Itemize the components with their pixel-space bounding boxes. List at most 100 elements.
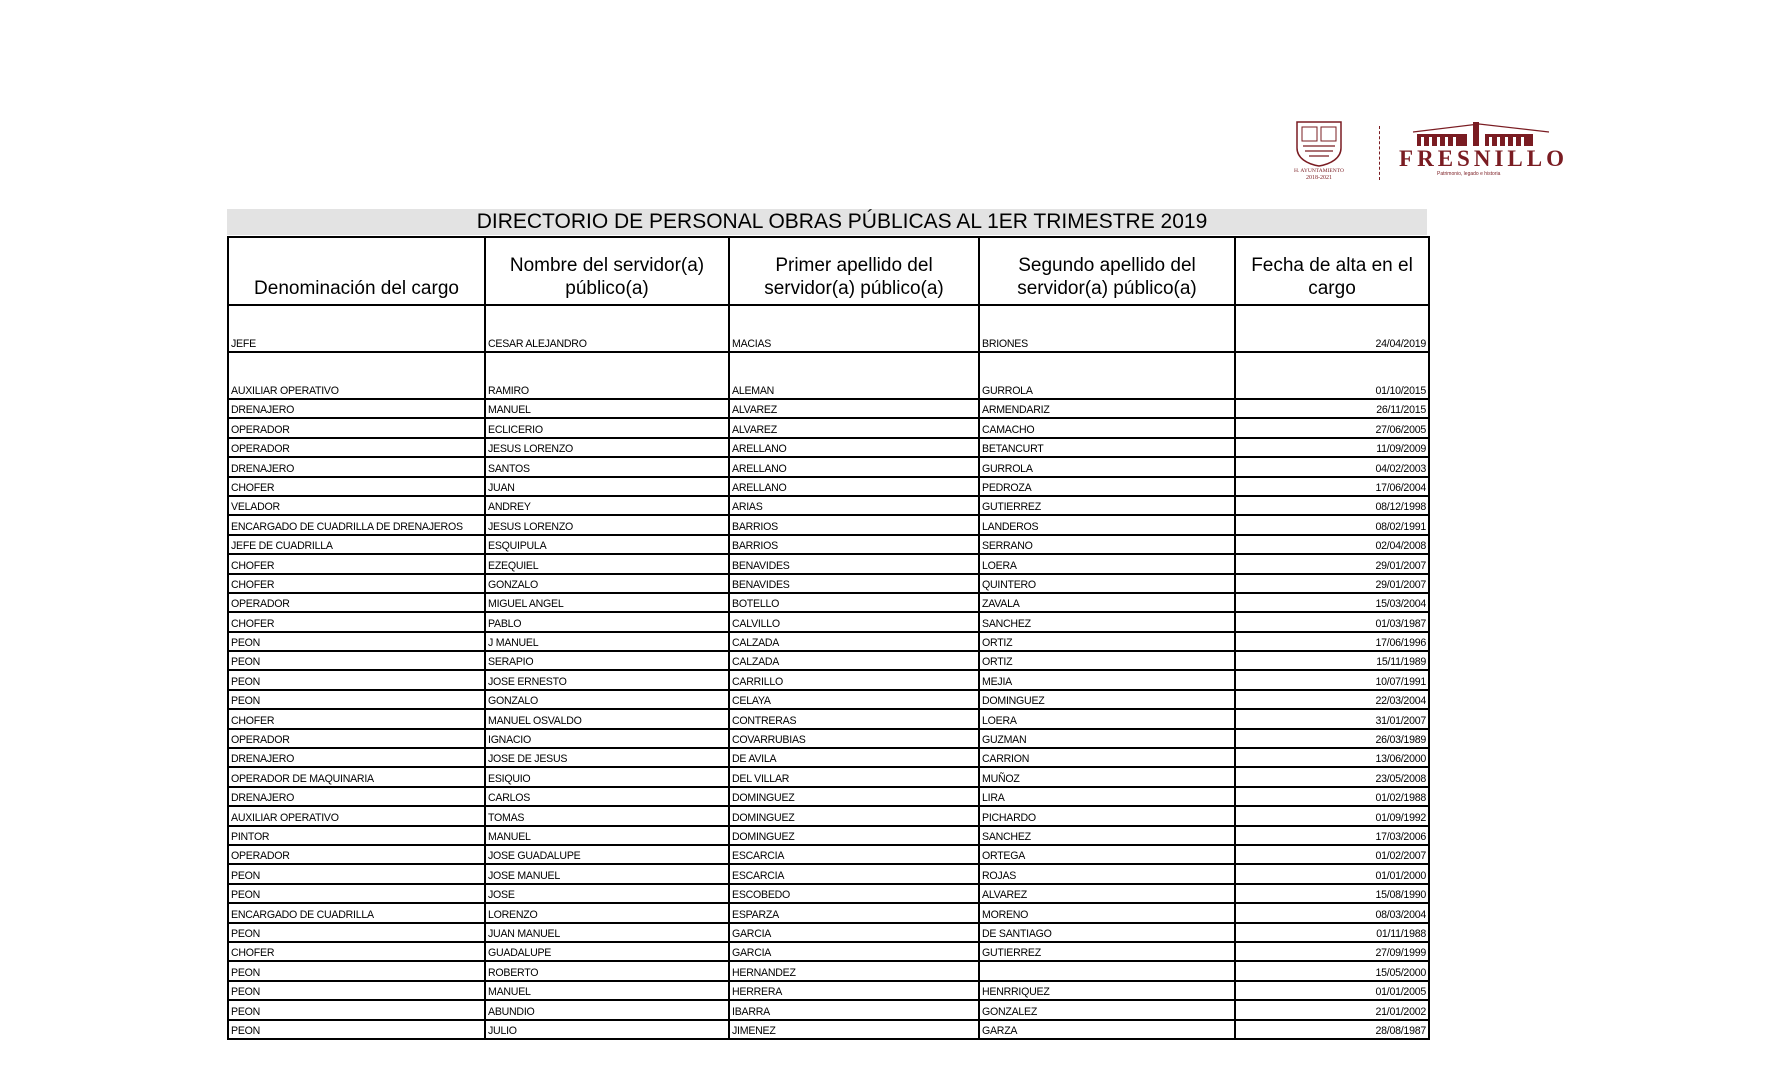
cell-cargo: CHOFER xyxy=(227,554,486,575)
svg-text:Patrimonio, legado e historia: Patrimonio, legado e historia xyxy=(1437,171,1501,177)
cell-primer-apellido: CALZADA xyxy=(728,631,980,653)
cell-fecha-alta: 01/02/1988 xyxy=(1234,786,1430,808)
table-row: OPERADOR JOSE GUADALUPE ESCARCIA ORTEGA 01/0… xyxy=(227,844,1430,866)
cell-segundo-apellido: ORTIZ xyxy=(978,631,1236,653)
cell-segundo-apellido: SANCHEZ xyxy=(978,612,1236,633)
cell-fecha-alta: 08/02/1991 xyxy=(1234,515,1430,536)
column-header-primer-apellido: Primer apellido del servidor(a) público(… xyxy=(728,236,980,306)
cell-cargo: DRENAJERO xyxy=(227,399,486,420)
table-row: PEON J MANUEL CALZADA ORTIZ 17/06/1996 xyxy=(227,631,1430,653)
cell-fecha-alta: 21/01/2002 xyxy=(1234,1000,1430,1021)
cell-nombre: JESUS LORENZO xyxy=(484,515,730,536)
cell-primer-apellido: ESCARCIA xyxy=(728,844,980,866)
cell-segundo-apellido: GUTIERREZ xyxy=(978,495,1236,517)
cell-segundo-apellido: GARZA xyxy=(978,1019,1236,1040)
svg-text:H. AYUNTAMIENTO: H. AYUNTAMIENTO xyxy=(1294,168,1344,174)
cell-primer-apellido: CALVILLO xyxy=(728,612,980,633)
cell-cargo: PEON xyxy=(227,961,486,982)
cell-fecha-alta: 28/08/1987 xyxy=(1234,1019,1430,1040)
cell-nombre: PABLO xyxy=(484,612,730,633)
table-row: DRENAJERO CARLOS DOMINGUEZ LIRA 01/02/1988 xyxy=(227,786,1430,808)
table-row: PEON GONZALO CELAYA DOMINGUEZ 22/03/2004 xyxy=(227,689,1430,711)
table-row: ENCARGADO DE CUADRILLA LORENZO ESPARZA MORE… xyxy=(227,903,1430,924)
table-row: PEON JOSE ESCOBEDO ALVAREZ 15/08/1990 xyxy=(227,883,1430,905)
cell-cargo: PEON xyxy=(227,651,486,672)
cell-fecha-alta: 15/03/2004 xyxy=(1234,592,1430,614)
column-header-segundo-apellido: Segundo apellido del servidor(a) público… xyxy=(978,236,1236,306)
cell-cargo: ENCARGADO DE CUADRILLA DE DRENAJEROS xyxy=(227,515,486,536)
cell-cargo: CHOFER xyxy=(227,709,486,730)
cell-primer-apellido: CONTRERAS xyxy=(728,709,980,730)
table-row: PEON JULIO JIMENEZ GARZA 28/08/1987 xyxy=(227,1019,1430,1040)
cell-primer-apellido: ESCOBEDO xyxy=(728,883,980,905)
document-title-band: DIRECTORIO DE PERSONAL OBRAS PÚBLICAS AL… xyxy=(227,209,1427,235)
cell-nombre: MIGUEL ANGEL xyxy=(484,592,730,614)
cell-fecha-alta: 17/06/1996 xyxy=(1234,631,1430,653)
table-row: PEON JOSE ERNESTO CARRILLO MEJIA 10/07/1991 xyxy=(227,670,1430,691)
table-row: OPERADOR MIGUEL ANGEL BOTELLO ZAVALA 15/03/2… xyxy=(227,592,1430,614)
cell-primer-apellido: BENAVIDES xyxy=(728,554,980,575)
cell-cargo: PEON xyxy=(227,670,486,691)
table-row: CHOFER PABLO CALVILLO SANCHEZ 01/03/1987 xyxy=(227,612,1430,633)
cell-primer-apellido: ESPARZA xyxy=(728,903,980,924)
table-row: OPERADOR JESUS LORENZO ARELLANO BETANCURT 11… xyxy=(227,437,1430,459)
table-row: JEFE DE CUADRILLA ESQUIPULA BARRIOS SERRANO… xyxy=(227,534,1430,556)
cell-segundo-apellido: DE SANTIAGO xyxy=(978,922,1236,943)
cell-primer-apellido: GARCIA xyxy=(728,941,980,963)
cell-nombre: ROBERTO xyxy=(484,961,730,982)
cell-nombre: ABUNDIO xyxy=(484,1000,730,1021)
cell-fecha-alta: 01/01/2005 xyxy=(1234,980,1430,1002)
cell-cargo: DRENAJERO xyxy=(227,748,486,769)
cell-nombre: CESAR ALEJANDRO xyxy=(484,305,730,353)
table-row: CHOFER GUADALUPE GARCIA GUTIERREZ 27/09/1999 xyxy=(227,941,1430,963)
table-row: OPERADOR DE MAQUINARIA ESIQUIO DEL VILLAR M… xyxy=(227,767,1430,788)
cell-cargo: OPERADOR xyxy=(227,418,486,439)
cell-nombre: MANUEL xyxy=(484,825,730,847)
cell-segundo-apellido: GURROLA xyxy=(978,457,1236,478)
cell-primer-apellido: COVARRUBIAS xyxy=(728,728,980,750)
municipality-emblem-icon: H. AYUNTAMIENTO 2018-2021 xyxy=(1294,121,1344,180)
cell-cargo: PEON xyxy=(227,1000,486,1021)
cell-fecha-alta: 01/10/2015 xyxy=(1234,352,1430,400)
cell-nombre: JUAN xyxy=(484,476,730,497)
cell-segundo-apellido: PEDROZA xyxy=(978,476,1236,497)
table-row: CHOFER EZEQUIEL BENAVIDES LOERA 29/01/2007 xyxy=(227,554,1430,575)
table-row: OPERADOR IGNACIO COVARRUBIAS GUZMAN 26/03/19… xyxy=(227,728,1430,750)
cell-fecha-alta: 17/03/2006 xyxy=(1234,825,1430,847)
table-row: OPERADOR ECLICERIO ALVAREZ CAMACHO 27/06/200… xyxy=(227,418,1430,439)
cell-fecha-alta: 11/09/2009 xyxy=(1234,437,1430,459)
cell-primer-apellido: ALVAREZ xyxy=(728,399,980,420)
cell-cargo: CHOFER xyxy=(227,612,486,633)
cell-nombre: JOSE GUADALUPE xyxy=(484,844,730,866)
cell-segundo-apellido: CAMACHO xyxy=(978,418,1236,439)
cell-nombre: SANTOS xyxy=(484,457,730,478)
cell-nombre: IGNACIO xyxy=(484,728,730,750)
cell-nombre: MANUEL xyxy=(484,980,730,1002)
cell-nombre: ANDREY xyxy=(484,495,730,517)
svg-text:FRESNILLO: FRESNILLO xyxy=(1399,146,1564,171)
cell-cargo: CHOFER xyxy=(227,476,486,497)
cell-primer-apellido: BOTELLO xyxy=(728,592,980,614)
cell-nombre: ECLICERIO xyxy=(484,418,730,439)
cell-segundo-apellido: LANDEROS xyxy=(978,515,1236,536)
cell-fecha-alta: 04/02/2003 xyxy=(1234,457,1430,478)
table-row: AUXILIAR OPERATIVO TOMAS DOMINGUEZ PICHARDO… xyxy=(227,806,1430,827)
cell-segundo-apellido: LIRA xyxy=(978,786,1236,808)
table-row: PEON MANUEL HERRERA HENRRIQUEZ 01/01/2005 xyxy=(227,980,1430,1002)
cell-segundo-apellido: BETANCURT xyxy=(978,437,1236,459)
table-row: PEON ROBERTO HERNANDEZ 15/05/2000 xyxy=(227,961,1430,982)
cell-fecha-alta: 01/01/2000 xyxy=(1234,864,1430,885)
column-header-fecha-alta: Fecha de alta en el cargo xyxy=(1234,236,1430,306)
table-row: AUXILIAR OPERATIVO RAMIRO ALEMAN GURROLA 01/… xyxy=(227,352,1430,400)
cell-fecha-alta: 31/01/2007 xyxy=(1234,709,1430,730)
cell-fecha-alta: 26/03/1989 xyxy=(1234,728,1430,750)
cell-primer-apellido: ARELLANO xyxy=(728,437,980,459)
cell-fecha-alta: 10/07/1991 xyxy=(1234,670,1430,691)
personnel-directory-table: Denominación del cargo Nombre del servid… xyxy=(227,236,1430,1040)
cell-segundo-apellido: GURROLA xyxy=(978,352,1236,400)
cell-cargo: DRENAJERO xyxy=(227,457,486,478)
cell-segundo-apellido xyxy=(978,961,1236,982)
cell-segundo-apellido: GUZMAN xyxy=(978,728,1236,750)
table-header-row: Denominación del cargo Nombre del servid… xyxy=(227,236,1430,306)
cell-nombre: GUADALUPE xyxy=(484,941,730,963)
